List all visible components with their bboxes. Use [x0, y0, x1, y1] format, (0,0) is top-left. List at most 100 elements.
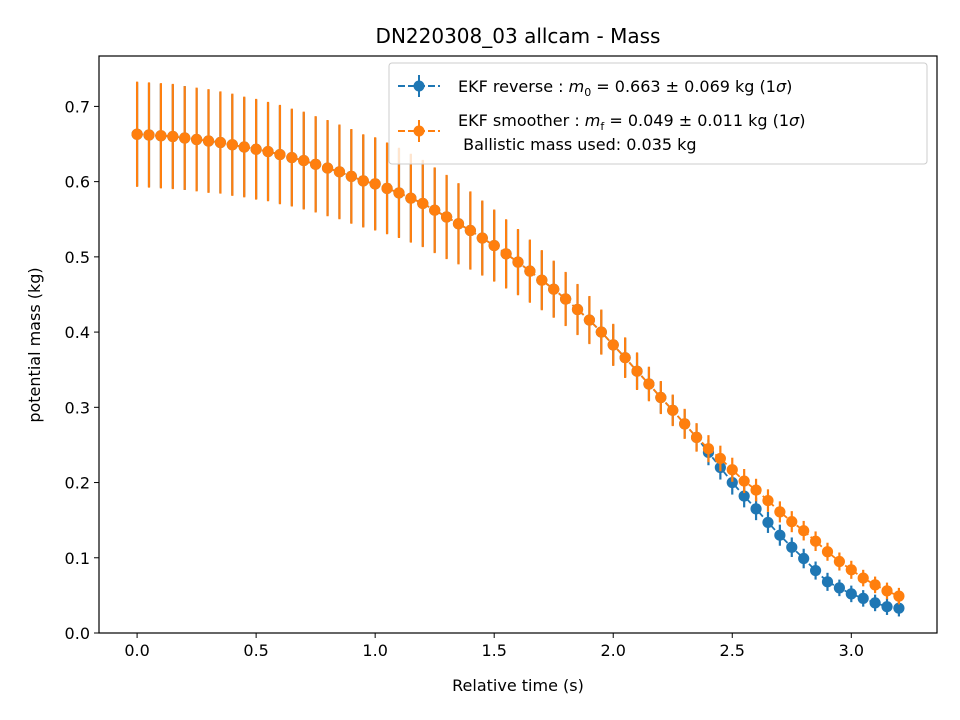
legend-label-ekf-smoother: EKF smoother : mf = 0.049 ± 0.011 kg (1σ…: [458, 111, 805, 133]
data-point: [321, 162, 334, 174]
data-point: [298, 154, 310, 167]
data-point: [726, 476, 738, 489]
data-point: [536, 274, 548, 286]
data-point: [786, 541, 798, 553]
x-tick-label: 2.5: [720, 641, 745, 660]
data-point: [548, 283, 560, 295]
data-point: [619, 352, 631, 364]
data-point: [798, 525, 810, 537]
data-point: [702, 443, 715, 455]
data-point: [583, 314, 596, 326]
data-point: [643, 378, 655, 390]
data-point: [179, 132, 191, 144]
legend-subscript-ekf-smoother: f: [600, 120, 605, 133]
data-point: [809, 535, 822, 547]
data-point: [679, 418, 691, 430]
data-point: [607, 339, 619, 351]
data-point: [798, 552, 810, 565]
data-point: [774, 506, 786, 518]
data-point: [655, 391, 667, 404]
plot-area: [131, 81, 905, 617]
data-point: [202, 135, 215, 147]
legend-suffix-ekf-reverse: ): [786, 77, 792, 96]
legend-prefix-ekf-reverse: EKF reverse :: [458, 77, 569, 96]
data-point: [286, 151, 298, 164]
data-point: [869, 579, 881, 591]
y-axis: 0.0 0.1 0.2 0.3 0.4 0.5 0.6 0.7: [65, 97, 99, 643]
data-point: [500, 248, 512, 260]
data-point: [869, 597, 881, 609]
data-point: [881, 585, 893, 597]
legend-label-ekf-reverse: EKF reverse : m0 = 0.663 ± 0.069 kg (1σ): [458, 77, 792, 99]
x-tick-label: 1.5: [481, 641, 506, 660]
y-axis-label: potential mass (kg): [25, 267, 44, 422]
x-tick-label: 1.0: [362, 641, 387, 660]
data-point: [464, 224, 476, 237]
x-tick-label: 0.5: [243, 641, 268, 660]
legend-marker-ekf-reverse: [413, 80, 425, 92]
data-point: [738, 475, 750, 487]
data-point: [214, 136, 227, 149]
data-point: [345, 170, 357, 182]
data-point: [857, 592, 869, 604]
legend-entry-ekf-reverse: EKF reverse : m0 = 0.663 ± 0.069 kg (1σ): [398, 75, 792, 99]
legend: EKF reverse : m0 = 0.663 ± 0.069 kg (1σ)…: [388, 62, 928, 165]
data-point: [667, 404, 679, 416]
data-point: [357, 175, 369, 187]
x-tick-label: 0.0: [124, 641, 149, 660]
data-point: [833, 582, 845, 594]
data-point: [131, 128, 143, 140]
axes-frame: [98, 55, 938, 634]
legend-value-ekf-reverse: = 0.663 ± 0.069 kg (1: [591, 77, 776, 96]
data-point: [595, 326, 607, 338]
data-point: [226, 139, 238, 151]
data-point: [821, 576, 834, 588]
data-point: [191, 133, 203, 146]
legend-entry-ekf-smoother: EKF smoother : mf = 0.049 ± 0.011 kg (1σ…: [398, 111, 805, 154]
data-point: [417, 197, 429, 210]
data-point: [560, 293, 572, 305]
data-point: [310, 158, 322, 170]
y-tick-label: 0.1: [65, 549, 90, 568]
data-point: [762, 494, 774, 507]
legend-suffix-ekf-smoother: ): [799, 111, 805, 130]
series-ekf-smoother: [131, 81, 905, 605]
data-point: [786, 516, 798, 528]
y-tick-label: 0.6: [65, 173, 90, 192]
y-tick-label: 0.2: [65, 474, 90, 493]
legend-sigma-ekf-smoother: σ: [789, 111, 800, 130]
data-point: [250, 143, 262, 155]
x-tick-label: 3.0: [839, 641, 864, 660]
markers-ekf-smoother: [131, 128, 905, 602]
data-point: [845, 564, 857, 576]
data-point: [143, 129, 155, 141]
data-point: [726, 464, 738, 476]
y-tick-label: 0.4: [65, 323, 90, 342]
data-point: [512, 256, 524, 268]
data-point: [714, 452, 726, 465]
y-tick-label: 0.5: [65, 248, 90, 267]
legend-prefix-ekf-smoother: EKF smoother :: [458, 111, 585, 130]
data-point: [845, 588, 857, 600]
data-point: [369, 178, 381, 190]
data-point: [429, 204, 441, 216]
data-point: [155, 130, 167, 142]
data-point: [631, 365, 643, 377]
data-point: [893, 590, 905, 602]
data-point: [476, 232, 488, 244]
x-tick-label: 2.0: [601, 641, 626, 660]
data-point: [809, 564, 822, 577]
data-point: [774, 529, 786, 541]
data-point: [440, 211, 453, 223]
legend-symbol-ekf-reverse: m: [569, 77, 585, 96]
legend-subscript-ekf-reverse: 0: [584, 86, 591, 99]
chart-title: DN220308_03 allcam - Mass: [376, 24, 661, 48]
data-point: [690, 431, 703, 444]
y-tick-label: 0.0: [65, 624, 90, 643]
data-point: [274, 148, 286, 161]
data-point: [893, 602, 905, 614]
legend-extra-ballistic: Ballistic mass used: 0.035 kg: [458, 135, 697, 154]
data-point: [405, 192, 417, 204]
data-point: [762, 516, 774, 529]
x-axis-label: Relative time (s): [452, 676, 584, 695]
